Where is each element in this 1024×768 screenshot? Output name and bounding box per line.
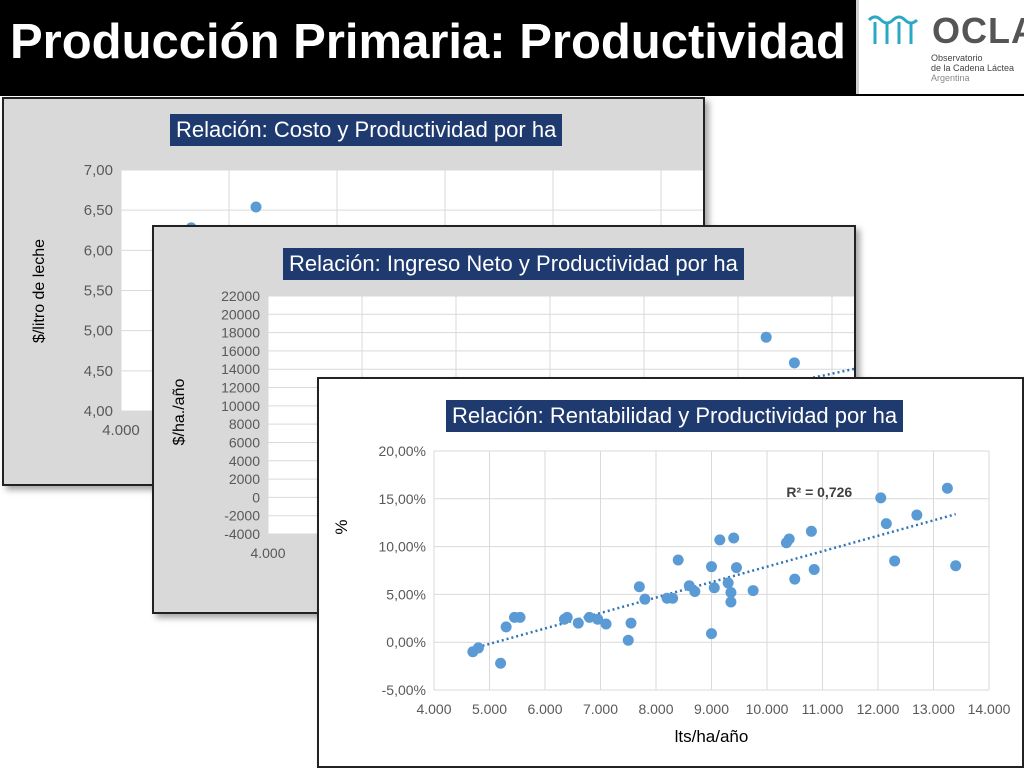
x-tick-label: 7.000 xyxy=(583,701,618,717)
y-tick-label: 5,00 xyxy=(84,323,113,340)
data-point xyxy=(808,564,820,576)
x-tick-label: 5.000 xyxy=(472,701,507,717)
x-tick-label: 14.000 xyxy=(968,701,1011,717)
data-point xyxy=(805,525,817,537)
y-tick-label: 6,00 xyxy=(84,242,113,259)
y-axis-label: $/litro de leche xyxy=(31,239,48,343)
chart-title-income: Relación: Ingreso Neto y Productividad p… xyxy=(283,248,744,280)
data-point xyxy=(875,492,887,504)
y-tick-label: 14000 xyxy=(221,361,260,377)
y-axis-label: % xyxy=(332,519,351,534)
data-point xyxy=(760,331,772,343)
data-point xyxy=(583,611,595,623)
data-point xyxy=(789,573,801,585)
wave-icon xyxy=(867,15,919,44)
y-tick-label: 7,00 xyxy=(84,162,113,179)
x-tick-label: 12.000 xyxy=(857,701,900,717)
data-point xyxy=(572,617,584,629)
y-axis-label: $/ha./año xyxy=(171,379,188,446)
y-tick-label: -2000 xyxy=(224,508,260,524)
x-tick-label: 8.000 xyxy=(638,701,673,717)
y-tick-label: 12000 xyxy=(221,380,260,396)
data-point xyxy=(950,560,962,572)
y-tick-label: 16000 xyxy=(221,343,260,359)
x-tick-label: 10.000 xyxy=(746,701,789,717)
chart-title-profitability: Relación: Rentabilidad y Productividad p… xyxy=(446,400,904,432)
data-point xyxy=(706,561,717,573)
data-point xyxy=(725,596,737,608)
data-point xyxy=(941,482,953,494)
data-point xyxy=(788,357,800,369)
data-point xyxy=(672,554,684,566)
y-tick-label: 8000 xyxy=(229,416,260,432)
logo-name: OCLA xyxy=(932,10,1024,51)
data-point xyxy=(783,533,795,545)
data-point xyxy=(561,611,573,623)
ocla-logo: OCLA Observatorio de la Cadena Láctea Ar… xyxy=(856,0,1024,94)
x-tick-label: 4.000 xyxy=(416,701,451,717)
y-tick-label: 22000 xyxy=(221,288,260,304)
data-point xyxy=(714,534,726,546)
data-point xyxy=(706,628,717,640)
data-point xyxy=(667,592,679,604)
logo-line-1: Observatorio xyxy=(931,53,983,63)
chart-panel-profitability: Relación: Rentabilidad y Productividad p… xyxy=(317,377,1024,768)
y-tick-label: 5,50 xyxy=(84,283,113,300)
data-point xyxy=(500,621,512,633)
y-tick-label: 10,00% xyxy=(379,539,426,555)
data-point xyxy=(625,617,637,629)
trendline xyxy=(472,512,957,650)
y-tick-label: 6,50 xyxy=(84,202,113,219)
logo-line-3: Argentina xyxy=(931,73,970,83)
data-point xyxy=(472,642,484,654)
x-tick-label: 4.000 xyxy=(250,545,285,561)
x-tick-label: 11.000 xyxy=(802,701,844,717)
y-tick-label: 10000 xyxy=(221,398,260,414)
data-point xyxy=(250,201,262,213)
data-point xyxy=(728,532,740,544)
x-axis-label: lts/ha/año xyxy=(675,727,749,746)
x-tick-label: 4.000 xyxy=(102,422,140,439)
data-point xyxy=(495,657,507,669)
data-point xyxy=(889,555,901,567)
y-tick-label: -4000 xyxy=(224,526,260,542)
data-point xyxy=(911,509,923,521)
data-point xyxy=(689,586,701,598)
data-point xyxy=(600,618,612,630)
y-tick-label: 0 xyxy=(252,489,260,505)
y-tick-label: 4000 xyxy=(229,453,260,469)
data-point xyxy=(725,586,737,598)
r-squared-label: R² = 0,726 xyxy=(786,484,852,500)
data-point xyxy=(722,577,734,589)
x-tick-label: 13.000 xyxy=(912,701,955,717)
data-point xyxy=(747,585,759,597)
y-tick-label: 0,00% xyxy=(386,634,426,650)
y-tick-label: 4,00 xyxy=(84,403,113,420)
data-point xyxy=(633,581,645,593)
data-point xyxy=(708,582,720,594)
x-tick-label: 6.000 xyxy=(527,701,562,717)
data-point xyxy=(514,611,526,623)
y-tick-label: 20,00% xyxy=(379,443,426,459)
title-bar: Producción Primaria: Productividad xyxy=(0,0,1024,96)
chart-title-cost: Relación: Costo y Productividad por ha xyxy=(170,114,563,146)
data-point xyxy=(730,562,742,574)
y-tick-label: -5,00% xyxy=(382,682,426,698)
y-tick-label: 4,50 xyxy=(84,363,113,380)
data-point xyxy=(880,518,892,530)
y-tick-label: 2000 xyxy=(229,471,260,487)
logo-subtitle: Observatorio de la Cadena Láctea Argenti… xyxy=(931,53,1014,83)
y-tick-label: 5,00% xyxy=(386,586,426,602)
y-tick-label: 15,00% xyxy=(379,491,426,507)
y-tick-label: 6000 xyxy=(229,434,260,450)
logo-line-2: de la Cadena Láctea xyxy=(931,63,1015,73)
x-tick-label: 9.000 xyxy=(694,701,729,717)
y-tick-label: 18000 xyxy=(221,325,260,341)
data-point xyxy=(639,593,651,605)
chart-profitability-plot: -5,00% 0,00% 5,00% 10,00% 15,00% 20,00% 4.000 5… xyxy=(332,443,1011,746)
y-tick-label: 20000 xyxy=(221,306,260,322)
page-title: Producción Primaria: Productividad xyxy=(10,15,846,69)
data-point xyxy=(622,634,634,646)
data-point xyxy=(592,613,604,625)
